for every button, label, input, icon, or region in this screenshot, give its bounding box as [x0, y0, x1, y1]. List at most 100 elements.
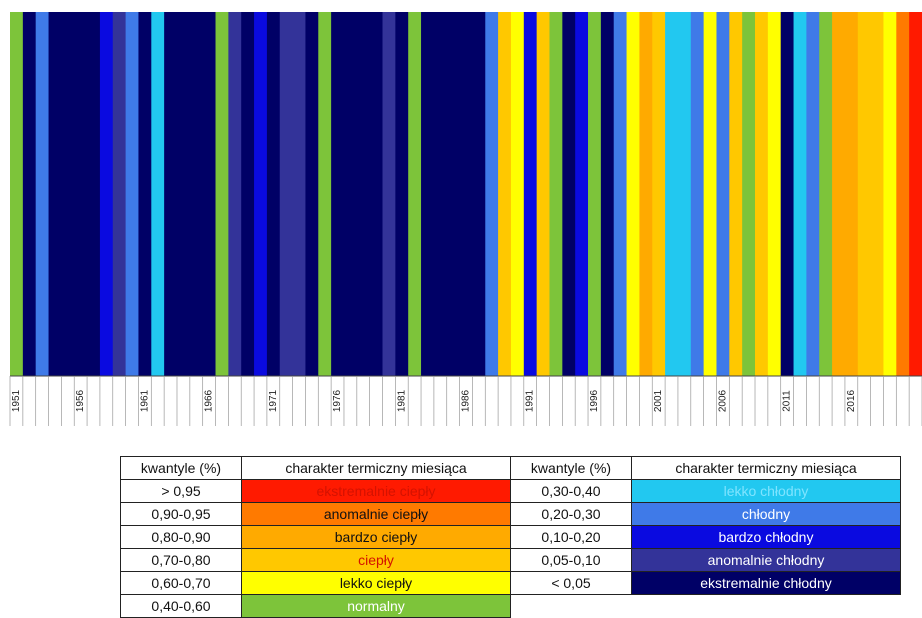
x-tick-label: 1981: [396, 389, 407, 412]
x-tick-label: 1951: [11, 389, 22, 412]
stripe-1970: [254, 12, 268, 376]
stripe-1982: [408, 12, 422, 376]
stripe-2003: [677, 12, 692, 376]
legend-row: 0,60-0,70 lekko ciepły < 0,05 ekstremalnie …: [120, 571, 901, 595]
x-tick-label: 1976: [332, 389, 343, 412]
stripe-1965: [189, 12, 204, 376]
legend-class-label: anomalnie ciepły: [241, 502, 511, 526]
legend-header-character-right: charakter termiczny miesiąca: [631, 456, 901, 480]
stripe-1971: [266, 12, 281, 376]
stripe-2008: [742, 12, 756, 376]
legend-class-label: bardzo chłodny: [631, 525, 901, 549]
x-tick-label: 2006: [717, 389, 728, 412]
legend-class-label: chłodny: [631, 502, 901, 526]
stripe-1981: [395, 12, 409, 376]
stripe-1992: [536, 12, 550, 376]
stripe-2017: [857, 12, 872, 376]
legend-quantile: 0,70-0,80: [120, 548, 242, 572]
stripe-2021: [909, 12, 922, 376]
legend-row: 0,40-0,60 normalny: [120, 594, 901, 618]
legend-quantile: 0,05-0,10: [510, 548, 632, 572]
legend-empty-cell: [510, 594, 901, 618]
stripe-1959: [112, 12, 127, 376]
climate-stripes-chart: 1951 1956 1961 1966 1971 1976 1981 1986 1991 1996…: [9, 12, 922, 426]
stripe-1979: [369, 12, 383, 376]
stripe-1952: [22, 12, 37, 376]
legend-table: kwantyle (%) charakter termiczny miesiąc…: [120, 456, 901, 618]
stripe-1960: [125, 12, 139, 376]
stripe-1964: [176, 12, 191, 376]
legend-header-character-left: charakter termiczny miesiąca: [241, 456, 511, 480]
legend-header-quantiles-left: kwantyle (%): [120, 456, 242, 480]
legend-class-label: anomalnie chłodny: [631, 548, 901, 572]
stripe-2016: [844, 12, 859, 376]
stripe-1985: [446, 12, 460, 376]
stripe-1973: [292, 12, 306, 376]
stripe-1962: [151, 12, 165, 376]
stripe-2020: [896, 12, 910, 376]
legend-header-quantiles-right: kwantyle (%): [510, 456, 632, 480]
stripe-1994: [562, 12, 576, 376]
legend-row: > 0,95 ekstremalnie ciepły 0,30-0,40 lekko …: [120, 479, 901, 503]
stripe-1990: [510, 12, 525, 376]
legend-class-label: lekko chłodny: [631, 479, 901, 503]
stripe-2015: [832, 12, 846, 376]
stripe-1986: [459, 12, 473, 376]
stripe-1961: [138, 12, 152, 376]
stripe-2013: [806, 12, 820, 376]
legend-class-label: normalny: [241, 594, 511, 618]
legend-class-label: ciepły: [241, 548, 511, 572]
stripe-1954: [48, 12, 62, 376]
legend-row: 0,70-0,80 ciepły 0,05-0,10 anomalnie chłodn…: [120, 548, 901, 572]
stripe-1993: [549, 12, 563, 376]
stripe-1953: [35, 12, 49, 376]
stripe-2014: [819, 12, 833, 376]
stripe-2001: [652, 12, 666, 376]
stripe-2018: [870, 12, 884, 376]
x-tick-label: 1996: [589, 389, 600, 412]
stripe-2005: [703, 12, 717, 376]
stripe-1988: [485, 12, 499, 376]
stripe-2011: [780, 12, 794, 376]
stripe-1974: [305, 12, 319, 376]
x-tick-label: 1986: [461, 389, 472, 412]
legend-quantile: 0,80-0,90: [120, 525, 242, 549]
stripe-1997: [600, 12, 615, 376]
stripe-2000: [639, 12, 653, 376]
legend-quantile: 0,20-0,30: [510, 502, 632, 526]
stripe-1991: [523, 12, 538, 376]
stripe-1955: [61, 12, 75, 376]
x-tick-label: 2011: [782, 390, 793, 412]
stripe-1969: [241, 12, 255, 376]
stripe-1987: [472, 12, 486, 376]
stripe-2012: [793, 12, 807, 376]
stripe-1963: [164, 12, 178, 376]
x-tick-label: 2001: [653, 389, 664, 412]
legend-quantile: 0,40-0,60: [120, 594, 242, 618]
legend-quantile: 0,90-0,95: [120, 502, 242, 526]
stripe-2002: [665, 12, 679, 376]
stripe-1968: [228, 12, 242, 376]
x-tick-label: 1961: [139, 389, 150, 412]
x-tick-label: 1971: [268, 389, 279, 412]
legend-class-label: ekstremalnie ciepły: [241, 479, 511, 503]
legend-quantile: 0,10-0,20: [510, 525, 632, 549]
stripe-1989: [498, 12, 512, 376]
stripe-1999: [626, 12, 640, 376]
stripe-1980: [382, 12, 396, 376]
stripe-1972: [279, 12, 293, 376]
legend-header-row: kwantyle (%) charakter termiczny miesiąc…: [120, 456, 901, 480]
stripe-1951: [10, 12, 24, 376]
legend-class-label: bardzo ciepły: [241, 525, 511, 549]
stripe-2007: [729, 12, 743, 376]
x-tick-label: 1966: [204, 389, 215, 412]
legend-class-label: lekko ciepły: [241, 571, 511, 595]
stripe-1995: [575, 12, 589, 376]
stripe-1966: [202, 12, 216, 376]
stripe-1996: [588, 12, 602, 376]
legend-class-label: ekstremalnie chłodny: [631, 571, 901, 595]
stripe-2006: [716, 12, 730, 376]
legend-quantile: > 0,95: [120, 479, 242, 503]
legend-row: 0,80-0,90 bardzo ciepły 0,10-0,20 bardzo ch…: [120, 525, 901, 549]
stripe-1983: [421, 12, 435, 376]
